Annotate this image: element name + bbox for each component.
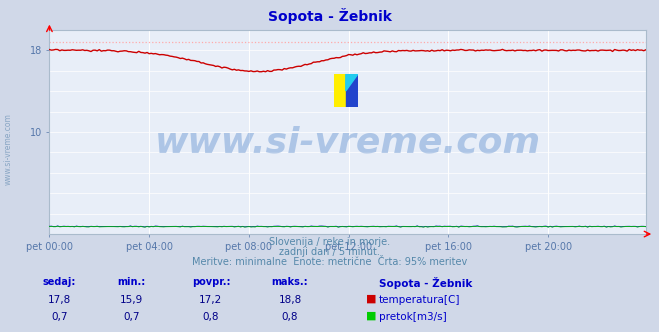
Text: Slovenija / reke in morje.: Slovenija / reke in morje. [269, 237, 390, 247]
Text: min.:: min.: [118, 277, 146, 287]
Polygon shape [346, 74, 358, 108]
Text: pretok[m3/s]: pretok[m3/s] [379, 312, 447, 322]
Text: povpr.:: povpr.: [192, 277, 230, 287]
Text: 0,7: 0,7 [123, 312, 140, 322]
Text: temperatura[C]: temperatura[C] [379, 295, 461, 305]
Text: ■: ■ [366, 294, 376, 304]
Polygon shape [334, 74, 346, 108]
Text: zadnji dan / 5 minut.: zadnji dan / 5 minut. [279, 247, 380, 257]
Text: Sopota - Žebnik: Sopota - Žebnik [379, 277, 473, 289]
Text: 0,8: 0,8 [202, 312, 219, 322]
Text: Meritve: minimalne  Enote: metrične  Črta: 95% meritev: Meritve: minimalne Enote: metrične Črta:… [192, 257, 467, 267]
Text: Sopota - Žebnik: Sopota - Žebnik [268, 8, 391, 24]
Text: www.si-vreme.com: www.si-vreme.com [3, 114, 13, 185]
Text: 15,9: 15,9 [120, 295, 144, 305]
Text: 0,7: 0,7 [51, 312, 68, 322]
Text: ■: ■ [366, 310, 376, 320]
Text: www.si-vreme.com: www.si-vreme.com [155, 125, 540, 159]
Text: 17,8: 17,8 [47, 295, 71, 305]
Text: maks.:: maks.: [272, 277, 308, 287]
Text: sedaj:: sedaj: [43, 277, 76, 287]
Text: 17,2: 17,2 [199, 295, 223, 305]
Text: 0,8: 0,8 [281, 312, 299, 322]
Text: 18,8: 18,8 [278, 295, 302, 305]
Polygon shape [346, 74, 358, 91]
